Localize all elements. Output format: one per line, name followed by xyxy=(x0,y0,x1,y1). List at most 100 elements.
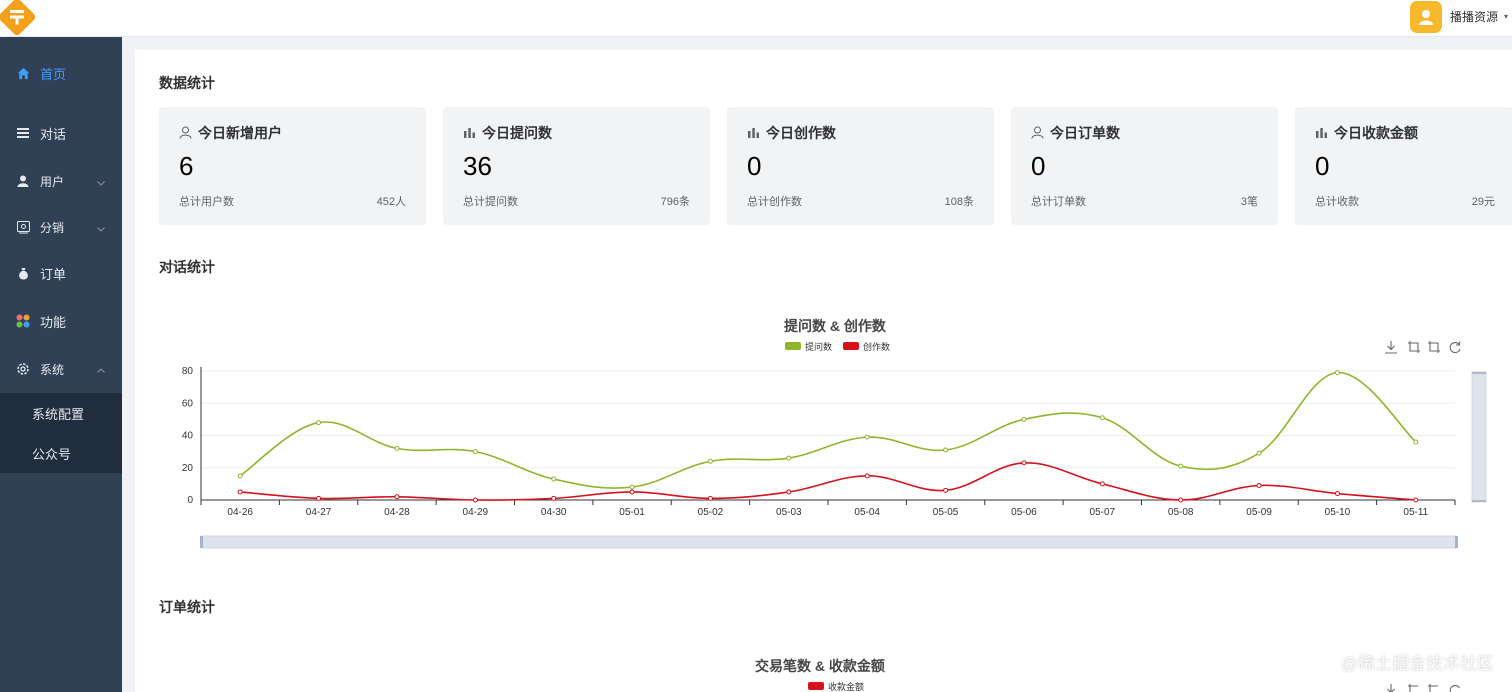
data-point[interactable] xyxy=(472,449,478,455)
slider-track[interactable] xyxy=(1471,371,1487,503)
data-point[interactable] xyxy=(864,473,870,479)
data-point[interactable] xyxy=(1099,481,1105,487)
x-tick-label: 04-27 xyxy=(306,507,332,518)
sidebar-item-dialog[interactable]: 对话 xyxy=(0,109,122,157)
data-point[interactable] xyxy=(1178,463,1184,469)
data-point[interactable] xyxy=(551,495,557,501)
data-point[interactable] xyxy=(629,484,635,490)
line-chart-orders[interactable]: 收款金额 xyxy=(135,672,1512,692)
x-axis: 04-26 04-27 04-28 04-29 04-30 05-01 05-02 05-03… xyxy=(200,500,1456,518)
y-tick-label: 0 xyxy=(187,495,193,506)
sidebar-item-home[interactable]: 首页 xyxy=(0,37,122,109)
crop-reset-icon[interactable] xyxy=(1428,341,1440,353)
sidebar-item-system[interactable]: 系统 xyxy=(0,345,122,393)
line-chart-dialog[interactable]: 提问数 创作数 0 20 40 60 80 04-26 04-27 04-28 04-29 04-30… xyxy=(135,330,1512,600)
x-tick-label: 05-10 xyxy=(1325,507,1351,518)
data-point[interactable] xyxy=(316,495,322,501)
data-point[interactable] xyxy=(1413,497,1419,503)
legend-item[interactable]: 提问数 xyxy=(785,341,832,352)
data-point[interactable] xyxy=(394,445,400,451)
sidebar-subitem-official-account[interactable]: 公众号 xyxy=(32,446,72,462)
avatar[interactable] xyxy=(1409,0,1442,33)
data-point[interactable] xyxy=(1256,482,1262,488)
sidebar-item-order[interactable]: 订单 xyxy=(0,249,122,297)
y-tick-label: 80 xyxy=(182,366,194,377)
data-point[interactable] xyxy=(786,489,792,495)
data-point[interactable] xyxy=(1334,370,1340,376)
data-point[interactable] xyxy=(943,487,949,493)
data-point[interactable] xyxy=(1256,450,1262,456)
sidebar-item-features[interactable]: 功能 xyxy=(0,297,122,345)
x-datazoom-slider[interactable] xyxy=(200,535,1458,549)
data-point[interactable] xyxy=(629,489,635,495)
username-label[interactable]: 播播资源 xyxy=(1449,10,1498,24)
crop-icon[interactable] xyxy=(1408,684,1418,692)
data-point[interactable] xyxy=(1021,416,1027,422)
refresh-icon[interactable] xyxy=(1449,341,1461,354)
data-point[interactable] xyxy=(943,447,949,453)
data-point[interactable] xyxy=(551,476,557,482)
crop-reset-icon[interactable] xyxy=(1428,684,1438,692)
data-point[interactable] xyxy=(1178,497,1184,503)
card-foot-label: 总计订单数 xyxy=(1031,196,1086,208)
card-title: 今日新增用户 xyxy=(198,125,282,141)
user-menu[interactable]: 播播资源 ▾ xyxy=(1409,0,1512,33)
chart-title: 交易笔数 & 收款金额 xyxy=(755,658,885,674)
download-icon[interactable] xyxy=(1387,684,1395,692)
stat-card-new-users: 今日新增用户 6 总计用户数 452人 xyxy=(159,107,426,225)
card-value: 0 xyxy=(1315,151,1330,181)
slider-handle[interactable] xyxy=(1455,536,1458,548)
stat-card-orders: 今日订单数 0 总计订单数 3笔 xyxy=(1011,107,1278,225)
app-logo-icon[interactable] xyxy=(0,0,40,40)
chart-legend[interactable]: 收款金额 xyxy=(808,681,864,692)
x-tick-label: 05-06 xyxy=(1011,507,1037,518)
data-point[interactable] xyxy=(864,434,870,440)
data-point[interactable] xyxy=(1334,491,1340,497)
refresh-icon[interactable] xyxy=(1449,685,1460,692)
data-point[interactable] xyxy=(1021,460,1027,466)
legend-label: 创作数 xyxy=(863,341,890,352)
sidebar-item-label: 首页 xyxy=(40,66,67,82)
data-point[interactable] xyxy=(786,455,792,461)
stat-cards: 今日新增用户 6 总计用户数 452人 今日提问数 36 总计提问数 796条 xyxy=(159,107,1512,225)
slider-track[interactable] xyxy=(201,535,1457,549)
sidebar-item-user[interactable]: 用户 xyxy=(0,157,122,205)
sidebar-subitem-system-config[interactable]: 系统配置 xyxy=(32,406,85,422)
crop-icon[interactable] xyxy=(1408,341,1420,353)
data-point[interactable] xyxy=(237,473,243,479)
legend-swatch xyxy=(843,342,859,350)
data-point[interactable] xyxy=(394,494,400,500)
data-point[interactable] xyxy=(707,495,713,501)
stat-card-creations: 今日创作数 0 总计创作数 108条 xyxy=(727,107,994,225)
data-point[interactable] xyxy=(316,420,322,426)
data-point[interactable] xyxy=(1099,415,1105,421)
data-point[interactable] xyxy=(707,458,713,464)
watermark: @稀土掘金技术社区 xyxy=(1340,654,1494,673)
data-point[interactable] xyxy=(472,497,478,503)
card-value: 0 xyxy=(747,151,762,181)
sidebar-item-distribution[interactable]: 分销 xyxy=(0,205,122,249)
section-title-order-stats: 订单统计 xyxy=(159,599,215,615)
sidebar-item-label: 分销 xyxy=(40,220,65,235)
user-avatar-icon xyxy=(1418,9,1433,25)
home-icon xyxy=(16,66,30,80)
series-line[interactable] xyxy=(240,462,1416,501)
slider-handle[interactable] xyxy=(200,536,203,548)
bar-chart-icon xyxy=(747,126,761,140)
data-point[interactable] xyxy=(237,489,243,495)
series-line[interactable] xyxy=(239,371,1417,489)
download-icon[interactable] xyxy=(1385,341,1397,354)
section-title-dialog-stats: 对话统计 xyxy=(159,259,215,275)
apps-grid-icon xyxy=(16,314,30,328)
chart-legend[interactable]: 提问数 创作数 xyxy=(785,341,890,352)
legend-item[interactable]: 收款金额 xyxy=(808,681,864,692)
y-datazoom-slider[interactable] xyxy=(1471,371,1487,503)
sidebar-item-label: 用户 xyxy=(40,174,65,189)
chevron-down-icon[interactable]: ▾ xyxy=(1504,12,1509,21)
bar-chart-icon xyxy=(1315,126,1329,140)
user-outline-icon xyxy=(179,126,193,140)
data-point[interactable] xyxy=(1413,439,1419,445)
legend-item[interactable]: 创作数 xyxy=(843,341,890,352)
card-foot-label: 总计提问数 xyxy=(463,196,518,208)
x-tick-label: 05-03 xyxy=(776,507,802,518)
